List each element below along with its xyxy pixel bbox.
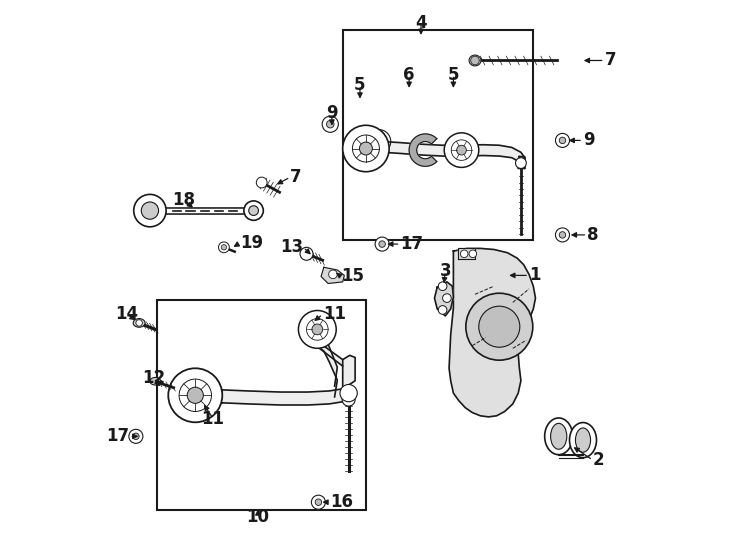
- Ellipse shape: [545, 418, 573, 455]
- Text: 10: 10: [247, 508, 269, 526]
- Circle shape: [444, 133, 479, 167]
- Circle shape: [136, 320, 142, 326]
- Text: 5: 5: [448, 65, 459, 84]
- Ellipse shape: [150, 377, 161, 385]
- Polygon shape: [317, 341, 343, 366]
- Circle shape: [466, 293, 533, 360]
- Text: 7: 7: [605, 51, 617, 70]
- Text: 5: 5: [355, 76, 366, 94]
- Ellipse shape: [570, 422, 597, 457]
- Circle shape: [168, 368, 222, 422]
- Circle shape: [375, 237, 389, 251]
- Circle shape: [460, 250, 468, 258]
- Text: 6: 6: [404, 65, 415, 84]
- Text: 15: 15: [341, 267, 364, 286]
- Circle shape: [342, 393, 355, 406]
- Circle shape: [133, 433, 139, 440]
- Circle shape: [134, 194, 166, 227]
- Circle shape: [352, 135, 379, 162]
- Ellipse shape: [575, 428, 591, 453]
- Text: 16: 16: [330, 493, 353, 511]
- Circle shape: [327, 120, 334, 128]
- Polygon shape: [518, 157, 525, 168]
- Text: 4: 4: [415, 14, 426, 32]
- Text: 11: 11: [202, 409, 225, 428]
- Circle shape: [443, 294, 451, 302]
- Circle shape: [256, 177, 267, 188]
- Bar: [158, 300, 366, 510]
- Text: 13: 13: [280, 238, 303, 256]
- Circle shape: [300, 247, 313, 260]
- Polygon shape: [409, 134, 437, 166]
- Polygon shape: [317, 332, 338, 397]
- Circle shape: [299, 310, 336, 348]
- Circle shape: [221, 245, 227, 250]
- Circle shape: [451, 140, 472, 160]
- Text: 17: 17: [401, 235, 424, 253]
- Circle shape: [470, 56, 479, 65]
- Polygon shape: [343, 355, 355, 389]
- Polygon shape: [382, 141, 525, 168]
- Circle shape: [559, 137, 566, 144]
- Circle shape: [438, 282, 447, 291]
- Circle shape: [219, 242, 229, 253]
- Circle shape: [469, 250, 476, 258]
- Circle shape: [249, 206, 258, 215]
- Text: 3: 3: [440, 262, 451, 280]
- Circle shape: [367, 130, 390, 153]
- Text: 14: 14: [116, 305, 139, 323]
- Bar: [343, 30, 534, 240]
- Circle shape: [556, 133, 570, 147]
- Circle shape: [307, 319, 328, 340]
- Circle shape: [329, 270, 338, 279]
- Circle shape: [179, 379, 211, 411]
- Circle shape: [129, 429, 143, 443]
- Circle shape: [340, 384, 357, 402]
- Text: 1: 1: [529, 266, 540, 285]
- Text: 8: 8: [587, 226, 599, 244]
- Text: 18: 18: [172, 191, 195, 209]
- Polygon shape: [458, 248, 475, 259]
- Circle shape: [515, 158, 526, 168]
- Text: 11: 11: [323, 305, 346, 323]
- Circle shape: [187, 387, 203, 403]
- Circle shape: [438, 306, 447, 314]
- Circle shape: [343, 125, 389, 172]
- Text: 12: 12: [142, 369, 165, 387]
- Circle shape: [556, 228, 570, 242]
- Circle shape: [311, 495, 325, 509]
- Text: 19: 19: [240, 234, 264, 252]
- Circle shape: [379, 241, 385, 247]
- Text: 9: 9: [583, 131, 595, 150]
- Text: 2: 2: [593, 451, 604, 469]
- Polygon shape: [435, 282, 454, 316]
- Circle shape: [141, 202, 159, 219]
- Circle shape: [457, 145, 466, 155]
- Polygon shape: [321, 267, 344, 284]
- Circle shape: [244, 201, 264, 220]
- Circle shape: [360, 142, 372, 155]
- Text: 9: 9: [326, 104, 338, 123]
- Text: 17: 17: [106, 427, 129, 446]
- Polygon shape: [211, 389, 222, 403]
- Ellipse shape: [133, 319, 145, 327]
- Circle shape: [479, 306, 520, 347]
- Text: 7: 7: [291, 168, 302, 186]
- Ellipse shape: [469, 55, 481, 66]
- Polygon shape: [222, 384, 349, 405]
- Polygon shape: [449, 248, 536, 417]
- Circle shape: [322, 116, 338, 132]
- Circle shape: [312, 324, 323, 335]
- Circle shape: [315, 499, 321, 505]
- Ellipse shape: [550, 423, 567, 449]
- Circle shape: [559, 232, 566, 238]
